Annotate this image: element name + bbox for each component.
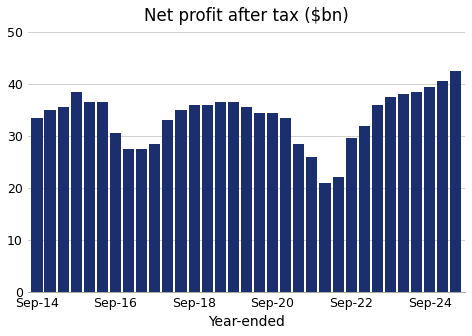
Bar: [215, 102, 226, 292]
Bar: [97, 102, 108, 292]
Bar: [450, 71, 462, 292]
Bar: [293, 144, 304, 292]
Bar: [84, 102, 95, 292]
Bar: [437, 81, 448, 292]
Bar: [202, 105, 213, 292]
Bar: [306, 157, 318, 292]
Bar: [398, 94, 409, 292]
Bar: [385, 97, 396, 292]
Bar: [267, 113, 278, 292]
Bar: [123, 149, 134, 292]
Bar: [320, 182, 330, 292]
Bar: [346, 138, 357, 292]
Bar: [372, 105, 383, 292]
X-axis label: Year-ended: Year-ended: [208, 315, 285, 329]
Bar: [71, 92, 82, 292]
Bar: [176, 110, 186, 292]
Bar: [424, 87, 435, 292]
Bar: [241, 107, 252, 292]
Bar: [162, 120, 173, 292]
Bar: [332, 177, 344, 292]
Bar: [58, 107, 69, 292]
Bar: [188, 105, 200, 292]
Title: Net profit after tax ($bn): Net profit after tax ($bn): [144, 7, 349, 25]
Bar: [359, 126, 370, 292]
Bar: [32, 118, 42, 292]
Bar: [44, 110, 56, 292]
Bar: [110, 133, 121, 292]
Bar: [228, 102, 239, 292]
Bar: [411, 92, 422, 292]
Bar: [280, 118, 291, 292]
Bar: [254, 113, 265, 292]
Bar: [136, 149, 147, 292]
Bar: [149, 144, 160, 292]
